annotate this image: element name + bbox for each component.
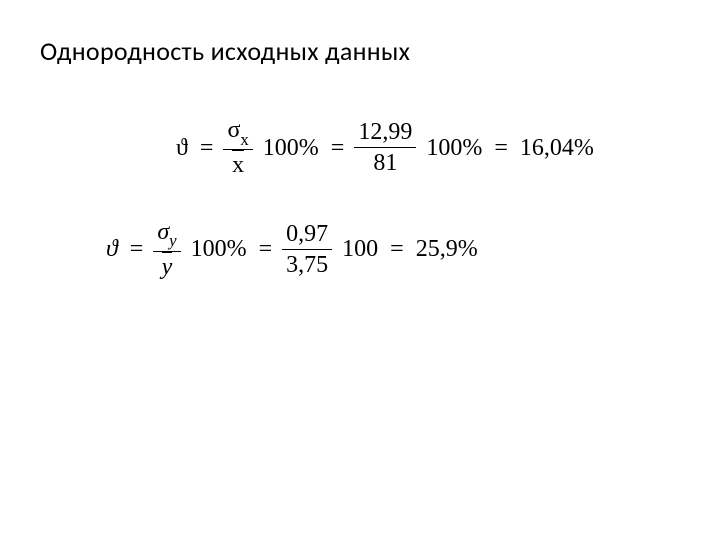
- equals-sign: =: [384, 236, 410, 262]
- equals-sign: =: [253, 236, 279, 262]
- fraction-sigma-y: σy y: [149, 219, 184, 281]
- subscript-x: x: [240, 130, 248, 149]
- fraction-den-value: 3,75: [282, 250, 332, 278]
- fraction-numeric-y: 0,97 3,75: [278, 221, 336, 279]
- fraction-sigma-x: σx x: [219, 117, 256, 179]
- fraction-num: σy: [153, 219, 180, 252]
- y-bar: y: [162, 254, 173, 280]
- fraction-den: x: [228, 150, 248, 178]
- multiplier-100: 100%: [185, 236, 253, 262]
- fraction-num: σx: [223, 117, 252, 150]
- x-bar: x: [232, 152, 244, 178]
- slide: Однородность исходных данных ϑ = σx x 10…: [0, 0, 720, 540]
- multiplier-100: 100%: [257, 135, 325, 161]
- equals-sign: =: [325, 135, 351, 161]
- equals-sign: =: [488, 135, 514, 161]
- equals-sign: =: [194, 135, 220, 161]
- fraction-numeric-x: 12,99 81: [350, 119, 420, 177]
- multiplier-100: 100%: [420, 135, 488, 161]
- sigma-symbol: σ: [227, 117, 240, 143]
- equation-x: ϑ = σx x 100% = 12,99 81 100% = 16,04%: [170, 117, 680, 179]
- theta-symbol: ϑ: [100, 236, 124, 262]
- fraction-num-value: 0,97: [282, 221, 332, 250]
- fraction-den: y: [158, 252, 177, 280]
- fraction-num-value: 12,99: [354, 119, 416, 148]
- theta-symbol: ϑ: [170, 135, 194, 161]
- sigma-symbol: σ: [157, 219, 169, 245]
- slide-title: Однородность исходных данных: [40, 35, 680, 67]
- equals-sign: =: [124, 236, 150, 262]
- subscript-y: y: [169, 231, 176, 250]
- multiplier-100: 100: [336, 236, 384, 262]
- result-value: 25,9%: [410, 236, 484, 262]
- result-value: 16,04%: [514, 135, 600, 161]
- equation-y: ϑ = σy y 100% = 0,97 3,75 100 = 25,9%: [100, 219, 680, 281]
- fraction-den-value: 81: [369, 148, 401, 176]
